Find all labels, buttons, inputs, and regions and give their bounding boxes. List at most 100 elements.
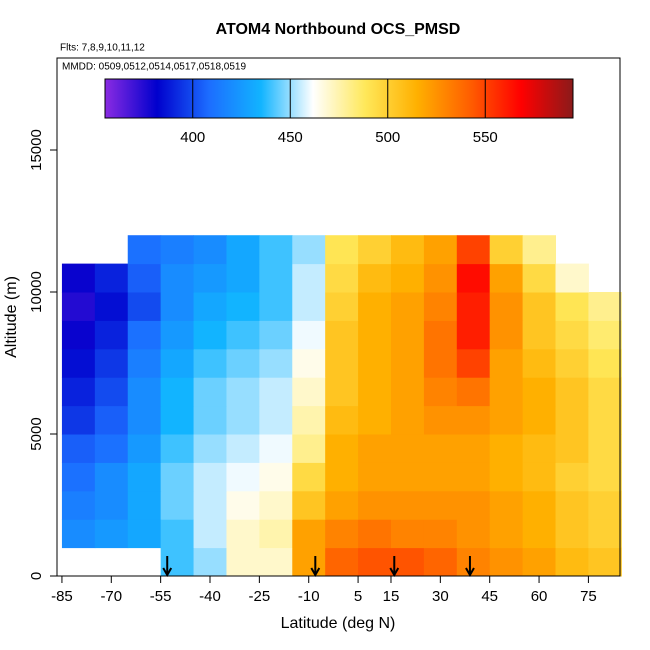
heat-cell [226,377,260,407]
heat-cell [555,377,589,407]
heat-cell [325,462,359,492]
heat-cell [292,405,326,435]
heat-cell [358,490,392,520]
heat-cell [160,348,195,378]
heat-cell [160,235,195,265]
x-tick-label: 45 [481,588,498,605]
flight-arrow [310,556,321,578]
heat-cell [522,292,557,321]
heat-cell [94,434,129,463]
heat-cell [127,263,162,293]
heat-cell [390,490,425,520]
heat-cell [522,547,557,577]
heat-cell [358,320,392,350]
heat-cell [522,320,557,350]
heat-cell [160,263,195,293]
heat-cell [226,235,260,265]
heat-cell [259,348,293,378]
heat-cell [423,462,458,492]
heat-cell [325,490,359,520]
heat-cell [588,320,622,350]
heat-cell [522,263,557,293]
heat-cell [489,462,524,492]
heat-cell [588,490,622,520]
heat-cell [259,519,293,549]
heat-cell [358,292,392,321]
arrow-head [465,567,475,578]
heat-cell [423,235,458,265]
heat-cell [259,377,293,407]
heat-cell [325,405,359,435]
heat-cell [555,292,589,321]
heat-cell [160,462,195,492]
heat-cell [522,405,557,435]
y-tick-label: 5000 [28,417,45,450]
heat-cell [358,263,392,293]
heat-cell [292,263,326,293]
x-tick-label: 60 [531,588,548,605]
colorbar-tick-label: 500 [375,129,400,146]
heat-cell [423,320,458,350]
y-axis-label: Altitude (m) [3,276,20,358]
heat-cell [456,377,491,407]
heat-cell [160,519,195,549]
heat-cell [226,434,260,463]
heat-cell [456,348,491,378]
heat-cell [588,348,622,378]
heat-cell [325,547,359,577]
heat-cell [588,462,622,492]
heat-cell [489,405,524,435]
heat-cell [193,320,227,350]
heat-cell [127,348,162,378]
flight-arrow [465,556,475,578]
heat-cell [259,320,293,350]
heat-cell [325,348,359,378]
heat-cell [423,263,458,293]
heat-cell [193,434,227,463]
colorbar-tick-label: 550 [473,129,498,146]
heat-cell [489,434,524,463]
heat-cell [456,235,491,265]
heat-cell [390,320,425,350]
heat-cell [456,320,491,350]
heat-cell [456,434,491,463]
heat-cell [325,263,359,293]
heat-cell [259,292,293,321]
x-tick-label: -70 [100,588,122,605]
heat-cell [226,263,260,293]
colorbar-tick-label: 400 [180,129,205,146]
heat-cell [127,462,162,492]
heat-cell [555,547,589,577]
heat-cell [292,462,326,492]
heat-cell [94,490,129,520]
arrow-head [310,567,321,578]
heat-cell [292,235,326,265]
heat-cell [127,235,162,265]
heat-cell [61,320,96,350]
heat-cell [160,377,195,407]
chart-title: ATOM4 Northbound OCS_PMSD [216,21,461,38]
y-tick-label: 10000 [28,271,45,313]
heat-cell [61,519,96,549]
heat-cell [259,490,293,520]
heat-cell [193,263,227,293]
heat-cell [489,292,524,321]
heat-cell [489,320,524,350]
heat-cell [259,235,293,265]
heat-cell [292,547,326,577]
heat-cell [522,235,557,265]
heat-cell [555,490,589,520]
heat-cell [292,320,326,350]
x-axis-label: Latitude (deg N) [281,615,396,632]
annotation: MMDD: 0509,0512,0514,0517,0518,0519 [62,62,246,73]
heat-cell [193,519,227,549]
heat-cell [94,462,129,492]
heat-cell [489,377,524,407]
heat-cell [390,377,425,407]
heat-cell [456,547,491,577]
heat-cell [358,462,392,492]
x-tick-label: 5 [354,588,362,605]
heat-cell [193,377,227,407]
plot-frame [56,57,621,577]
heat-cell [358,547,392,577]
